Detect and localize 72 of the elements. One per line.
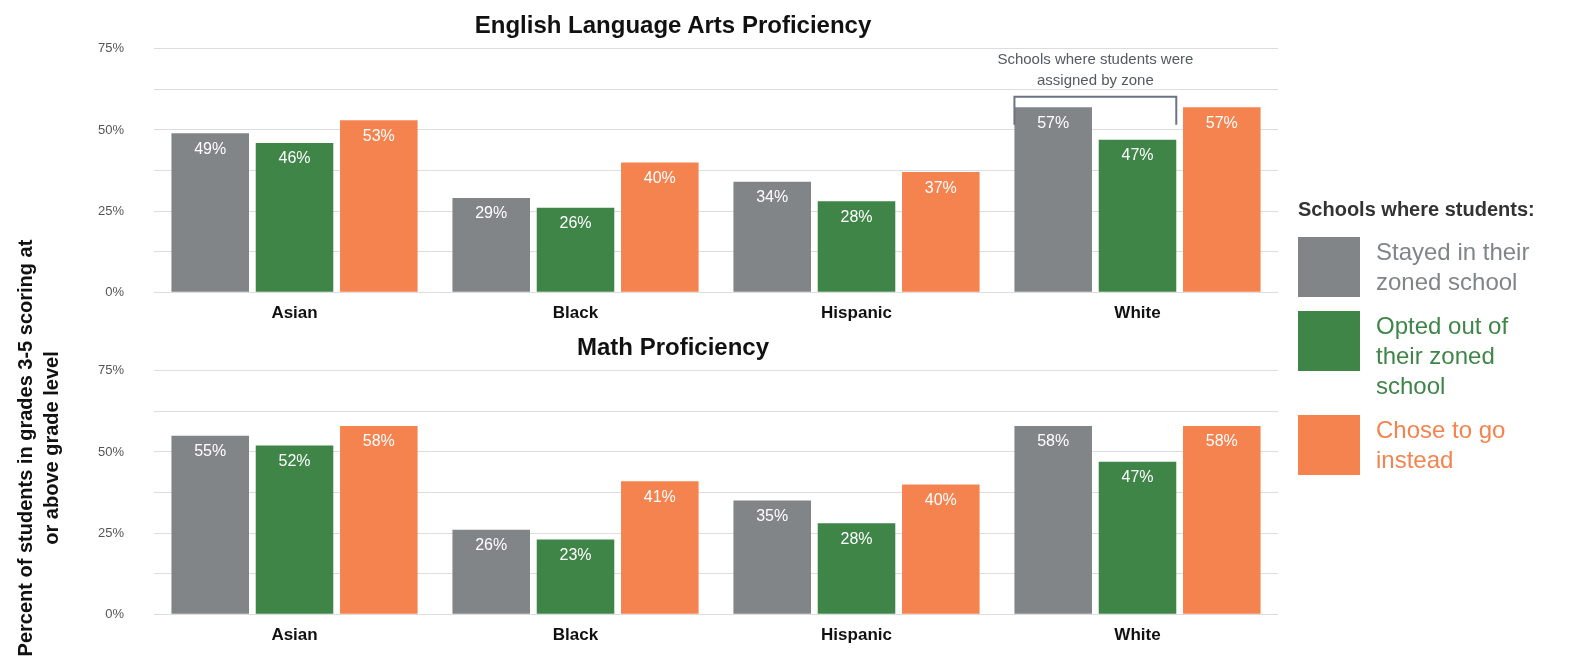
bar — [1098, 461, 1177, 614]
data-label: 52% — [278, 451, 311, 469]
annotation: Schools where students were assigned by zone — [997, 50, 1194, 89]
data-label: 47% — [1121, 146, 1154, 164]
bar — [1014, 425, 1092, 614]
bar — [452, 198, 530, 292]
y-tick-label: 0% — [105, 283, 125, 299]
y-axis-title: Percent of students in grades 3-5 scoring at or above grade level — [13, 238, 63, 658]
x-tick-label: Asian — [271, 303, 318, 323]
data-label: 58% — [1205, 432, 1238, 450]
bar — [733, 500, 811, 614]
bar — [171, 133, 249, 292]
data-label: 53% — [362, 126, 395, 144]
data-label: 34% — [756, 188, 789, 206]
y-tick-label: 50% — [97, 443, 125, 459]
x-tick-label: Hispanic — [821, 625, 892, 645]
y-tick-label: 75% — [97, 40, 125, 56]
x-tick-label: Black — [552, 303, 599, 323]
bar — [1098, 139, 1177, 292]
y-tick-label: 25% — [97, 202, 125, 218]
data-label: 40% — [924, 490, 957, 508]
data-label: 26% — [475, 536, 508, 554]
bar — [340, 120, 418, 292]
bar — [1014, 107, 1092, 292]
legend-title: Schools where students: — [1298, 198, 1536, 221]
x-tick-label: Hispanic — [821, 303, 892, 323]
bar — [452, 529, 530, 614]
data-label: 37% — [924, 178, 957, 196]
chart-title: English Language Arts Proficiency — [474, 11, 872, 39]
y-tick-label: 25% — [97, 524, 125, 540]
data-label: 29% — [475, 204, 508, 222]
data-label: 28% — [840, 529, 873, 547]
data-label: 58% — [1037, 432, 1070, 450]
data-label: 49% — [194, 139, 227, 157]
data-label: 57% — [1037, 113, 1070, 131]
data-label: 47% — [1121, 468, 1154, 486]
y-tick-label: 0% — [105, 605, 125, 621]
text: Chose to go instead — [1376, 415, 1507, 475]
bar — [1183, 107, 1261, 292]
data-label: 58% — [362, 432, 395, 450]
x-tick-label: Black — [552, 625, 599, 645]
bar — [255, 445, 334, 614]
x-tick-label: White — [1114, 625, 1161, 645]
data-label: 28% — [840, 207, 873, 225]
bar — [340, 425, 418, 614]
data-label: 46% — [278, 149, 311, 167]
data-label: 40% — [643, 168, 676, 186]
bar — [733, 181, 811, 292]
x-tick-label: White — [1114, 303, 1161, 323]
data-label: 23% — [559, 545, 592, 563]
bar — [621, 162, 699, 292]
bar — [621, 481, 699, 614]
bar — [1183, 425, 1261, 614]
text: Stayed in their zoned school — [1376, 237, 1531, 297]
bar — [902, 484, 980, 614]
bar — [536, 207, 615, 292]
bar — [902, 172, 980, 292]
data-label: 35% — [756, 507, 789, 525]
data-label: 26% — [559, 214, 592, 232]
bar — [817, 523, 896, 614]
bar — [536, 539, 615, 614]
bar — [817, 201, 896, 292]
data-label: 41% — [643, 487, 676, 505]
text: Opted out of their zoned school — [1376, 311, 1510, 401]
y-tick-label: 75% — [97, 362, 125, 378]
bar — [171, 435, 249, 614]
data-label: 55% — [194, 442, 227, 460]
chart-title: Math Proficiency — [576, 333, 770, 361]
x-tick-label: Asian — [271, 625, 318, 645]
y-tick-label: 50% — [97, 121, 125, 137]
data-label: 57% — [1205, 113, 1238, 131]
bar — [255, 142, 334, 292]
